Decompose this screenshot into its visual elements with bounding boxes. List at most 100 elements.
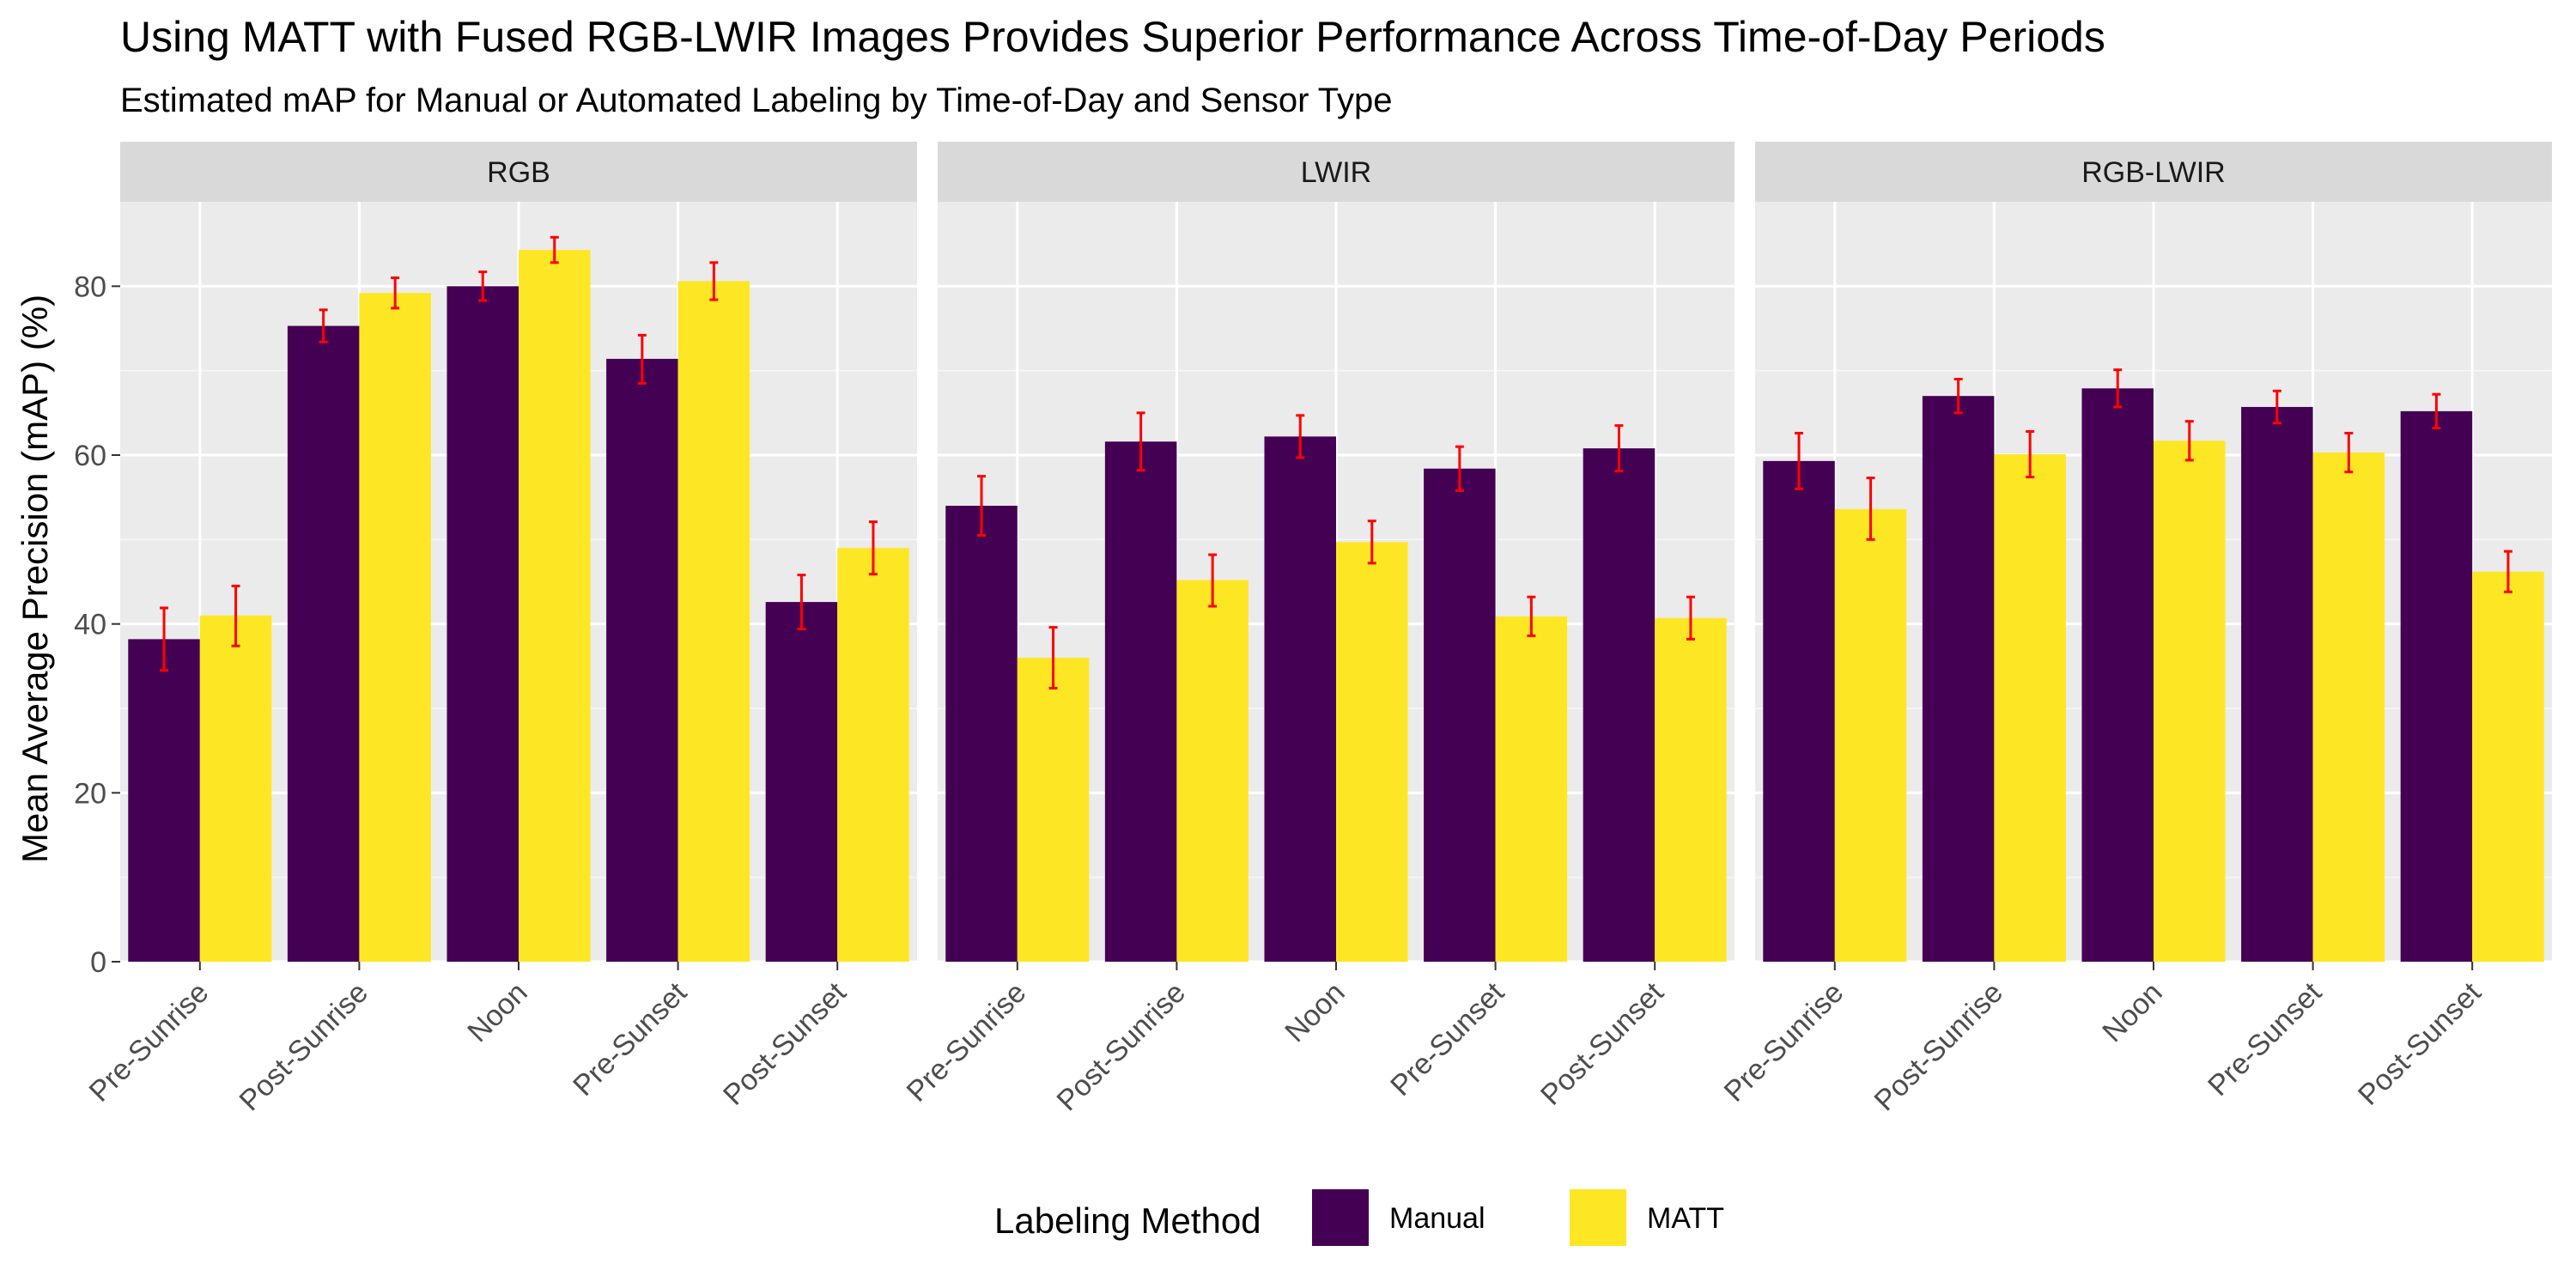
- error-bar: [2503, 550, 2512, 593]
- panel-rgb-lwir: RGB-LWIR Pre-Sunrise Post-Sunrise Noon Pre-S…: [1718, 142, 2552, 1117]
- bar-rgb-matt-pre-sunrise: [199, 615, 272, 962]
- error-bar: [1866, 477, 1875, 541]
- error-bar: [478, 270, 488, 302]
- error-bar: [1953, 378, 1963, 415]
- error-bar: [319, 308, 328, 343]
- y-tick-label: 20: [74, 777, 106, 810]
- panel-strip: [938, 142, 1735, 202]
- y-axis-label: Mean Average Precision (mAP) (%): [15, 295, 55, 863]
- error-bar: [868, 520, 878, 576]
- x-tick-label: Pre-Sunset: [2202, 975, 2329, 1103]
- bar-rgb-lwir-manual-post-sunset: [2400, 410, 2473, 962]
- legend: Labeling Method Manual MATT: [994, 1189, 1724, 1246]
- panel-strip-label: LWIR: [1301, 156, 1371, 189]
- x-tick-label: Post-Sunset: [717, 975, 853, 1111]
- error-bar: [637, 333, 647, 385]
- error-bar: [1686, 595, 1695, 641]
- x-tick-label: Post-Sunset: [2352, 975, 2488, 1111]
- error-bar: [1208, 553, 1218, 608]
- legend-label-manual: Manual: [1389, 1202, 1485, 1235]
- error-bar: [550, 235, 559, 264]
- error-bar: [1455, 445, 1464, 492]
- bar-rgb-lwir-manual-pre-sunrise: [1763, 460, 1835, 962]
- y-tick-label: 40: [74, 609, 106, 641]
- bar-lwir-manual-post-sunset: [1583, 448, 1656, 962]
- x-tick-label: Pre-Sunrise: [1718, 976, 1850, 1109]
- y-tick-label: 60: [74, 440, 106, 472]
- bar-lwir-matt-post-sunrise: [1176, 580, 1249, 962]
- bar-rgb-lwir-matt-pre-sunrise: [1834, 508, 1907, 962]
- bar-lwir-manual-pre-sunset: [1424, 468, 1496, 962]
- x-tick-label: Post-Sunrise: [234, 976, 375, 1118]
- error-bar: [1795, 431, 1804, 490]
- error-bar: [1527, 595, 1536, 637]
- x-tick-label: Pre-Sunset: [567, 975, 694, 1103]
- chart-title: Using MATT with Fused RGB-LWIR Images Pr…: [120, 13, 2105, 61]
- error-bar: [1367, 519, 1376, 565]
- x-tick-label: Noon: [1279, 976, 1351, 1048]
- panel-strip: [120, 142, 917, 202]
- panel-strip-label: RGB-LWIR: [2081, 156, 2225, 189]
- x-tick-label: Post-Sunset: [1534, 975, 1670, 1111]
- bar-rgb-matt-noon: [519, 250, 591, 962]
- bar-rgb-lwir-matt-pre-sunset: [2312, 453, 2385, 962]
- bar-rgb-matt-pre-sunset: [677, 281, 750, 962]
- error-bar: [2344, 431, 2354, 474]
- bar-rgb-lwir-manual-pre-sunset: [2241, 406, 2313, 962]
- panel-rgb: RGB Pre-Sunrise Post-Sunrise Noon Pre-Sunset…: [83, 142, 917, 1117]
- error-bar: [2184, 420, 2194, 462]
- chart-subtitle: Estimated mAP for Manual or Automated La…: [120, 82, 1393, 119]
- error-bar: [2432, 392, 2441, 430]
- bar-rgb-manual-post-sunrise: [287, 325, 360, 962]
- bar-rgb-manual-noon: [447, 286, 519, 962]
- panel-lwir: LWIR Pre-Sunrise Post-Sunrise Noon Pre-Sunse…: [901, 142, 1735, 1117]
- x-tick-label: Post-Sunrise: [1051, 976, 1193, 1118]
- bar-lwir-matt-post-sunset: [1655, 617, 1727, 962]
- y-tick-label: 80: [74, 270, 106, 303]
- bar-rgb-lwir-manual-noon: [2081, 388, 2154, 963]
- bar-rgb-lwir-matt-noon: [2154, 440, 2226, 962]
- bar-rgb-matt-post-sunset: [837, 548, 909, 962]
- x-tick-label: Pre-Sunrise: [901, 976, 1033, 1109]
- panel-strip-label: RGB: [487, 156, 550, 189]
- error-bar: [1048, 626, 1058, 690]
- error-bar: [977, 475, 987, 537]
- bar-rgb-lwir-matt-post-sunrise: [1994, 454, 2066, 962]
- error-bar: [2113, 368, 2123, 409]
- error-bar: [231, 584, 240, 647]
- x-tick-label: Pre-Sunrise: [83, 976, 216, 1109]
- bar-rgb-lwir-manual-post-sunrise: [1922, 396, 1995, 963]
- x-tick-label: Pre-Sunset: [1384, 975, 1511, 1103]
- x-tick-label: Post-Sunrise: [1868, 976, 2010, 1118]
- legend-label-matt: MATT: [1647, 1202, 1724, 1235]
- error-bar: [391, 276, 400, 310]
- error-bar: [1136, 411, 1145, 472]
- error-bar: [709, 261, 719, 301]
- bar-lwir-matt-pre-sunrise: [1017, 658, 1090, 962]
- error-bar: [797, 574, 806, 631]
- error-bar: [1296, 414, 1305, 459]
- error-bar: [2272, 389, 2281, 425]
- y-tick-label: 0: [90, 946, 106, 979]
- bar-rgb-manual-pre-sunset: [606, 358, 678, 962]
- legend-title: Labeling Method: [994, 1200, 1261, 1241]
- panel-strip: [1755, 142, 2552, 202]
- bar-rgb-manual-post-sunset: [765, 602, 838, 962]
- x-tick-label: Noon: [2096, 976, 2168, 1048]
- error-bar: [160, 606, 169, 672]
- bar-lwir-manual-noon: [1264, 436, 1336, 962]
- bar-lwir-manual-post-sunrise: [1104, 441, 1177, 962]
- bar-rgb-manual-pre-sunrise: [128, 639, 200, 962]
- error-bar: [2026, 429, 2035, 479]
- x-tick-label: Noon: [461, 976, 533, 1048]
- bar-lwir-manual-pre-sunrise: [945, 506, 1018, 962]
- legend-key-matt: [1570, 1189, 1626, 1246]
- error-bar: [1614, 424, 1624, 473]
- bar-lwir-matt-pre-sunset: [1495, 616, 1568, 962]
- bar-rgb-lwir-matt-post-sunset: [2472, 571, 2544, 962]
- bar-rgb-matt-post-sunrise: [359, 293, 431, 962]
- legend-key-manual: [1312, 1189, 1369, 1246]
- bar-lwir-matt-noon: [1336, 542, 1408, 962]
